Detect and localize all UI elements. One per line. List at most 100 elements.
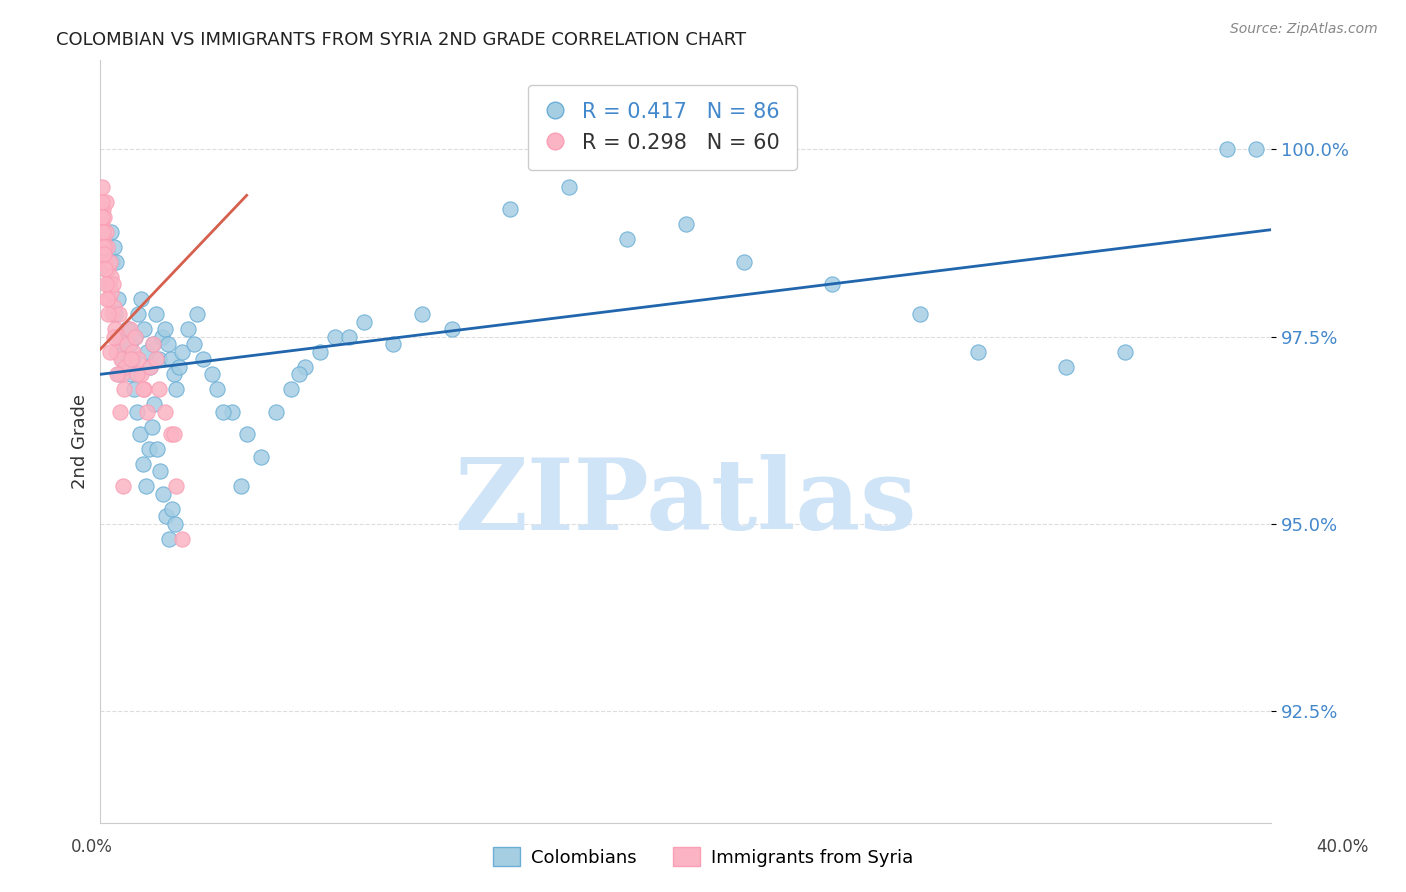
- Point: [616, 232, 638, 246]
- Point: [104, 307, 127, 321]
- Point: [96, 225, 118, 239]
- Point: [134, 322, 156, 336]
- Point: [90, 218, 112, 232]
- Point: [160, 502, 183, 516]
- Point: [440, 322, 463, 336]
- Point: [97, 307, 120, 321]
- Point: [145, 307, 167, 321]
- Point: [675, 218, 697, 232]
- Point: [207, 382, 229, 396]
- Point: [163, 516, 186, 531]
- Point: [186, 307, 208, 321]
- Point: [124, 329, 146, 343]
- Point: [733, 255, 755, 269]
- Point: [165, 382, 187, 396]
- Point: [146, 442, 169, 456]
- Point: [100, 225, 122, 239]
- Point: [96, 292, 118, 306]
- Point: [229, 479, 252, 493]
- Point: [121, 344, 143, 359]
- Point: [134, 382, 156, 396]
- Point: [97, 247, 120, 261]
- Point: [93, 255, 115, 269]
- Point: [159, 352, 181, 367]
- Point: [93, 247, 115, 261]
- Point: [97, 262, 120, 277]
- Point: [91, 232, 114, 246]
- Point: [138, 442, 160, 456]
- Point: [117, 322, 139, 336]
- Point: [90, 180, 112, 194]
- Point: [105, 255, 128, 269]
- Point: [152, 487, 174, 501]
- Point: [111, 367, 134, 381]
- Point: [172, 344, 194, 359]
- Point: [128, 427, 150, 442]
- Point: [250, 450, 273, 464]
- Point: [94, 194, 117, 209]
- Point: [114, 359, 136, 374]
- Point: [105, 367, 128, 381]
- Point: [103, 300, 125, 314]
- Point: [91, 210, 114, 224]
- Point: [96, 262, 118, 277]
- Point: [139, 359, 162, 374]
- Point: [101, 255, 124, 269]
- Point: [212, 404, 235, 418]
- Point: [97, 277, 120, 292]
- Point: [91, 225, 114, 239]
- Point: [908, 307, 931, 321]
- Point: [150, 329, 173, 343]
- Point: [110, 352, 132, 367]
- Point: [191, 352, 214, 367]
- Point: [125, 404, 148, 418]
- Point: [162, 427, 184, 442]
- Point: [91, 194, 114, 209]
- Point: [323, 329, 346, 343]
- Point: [101, 307, 124, 321]
- Point: [93, 240, 115, 254]
- Point: [101, 277, 124, 292]
- Point: [162, 367, 184, 381]
- Point: [135, 479, 157, 493]
- Point: [155, 509, 177, 524]
- Point: [103, 240, 125, 254]
- Point: [112, 382, 135, 396]
- Point: [125, 367, 148, 381]
- Point: [141, 419, 163, 434]
- Point: [100, 285, 122, 299]
- Point: [145, 352, 167, 367]
- Point: [157, 532, 180, 546]
- Point: [149, 465, 172, 479]
- Point: [143, 397, 166, 411]
- Point: [98, 255, 121, 269]
- Point: [309, 344, 332, 359]
- Point: [93, 210, 115, 224]
- Y-axis label: 2nd Grade: 2nd Grade: [72, 394, 89, 489]
- Point: [120, 367, 142, 381]
- Point: [136, 404, 159, 418]
- Point: [91, 202, 114, 217]
- Point: [127, 307, 149, 321]
- Point: [1054, 359, 1077, 374]
- Point: [93, 232, 115, 246]
- Point: [105, 344, 128, 359]
- Text: 0.0%: 0.0%: [70, 838, 112, 855]
- Point: [142, 337, 165, 351]
- Point: [148, 352, 170, 367]
- Point: [1246, 143, 1268, 157]
- Text: 40.0%: 40.0%: [1316, 838, 1369, 855]
- Point: [337, 329, 360, 343]
- Point: [104, 322, 127, 336]
- Point: [132, 382, 155, 396]
- Point: [557, 180, 579, 194]
- Legend: R = 0.417   N = 86, R = 0.298   N = 60: R = 0.417 N = 86, R = 0.298 N = 60: [529, 86, 797, 170]
- Text: ZIPatlas: ZIPatlas: [454, 454, 917, 551]
- Point: [124, 329, 146, 343]
- Point: [108, 367, 131, 381]
- Point: [136, 344, 159, 359]
- Point: [112, 344, 135, 359]
- Point: [120, 352, 142, 367]
- Point: [111, 352, 134, 367]
- Point: [94, 277, 117, 292]
